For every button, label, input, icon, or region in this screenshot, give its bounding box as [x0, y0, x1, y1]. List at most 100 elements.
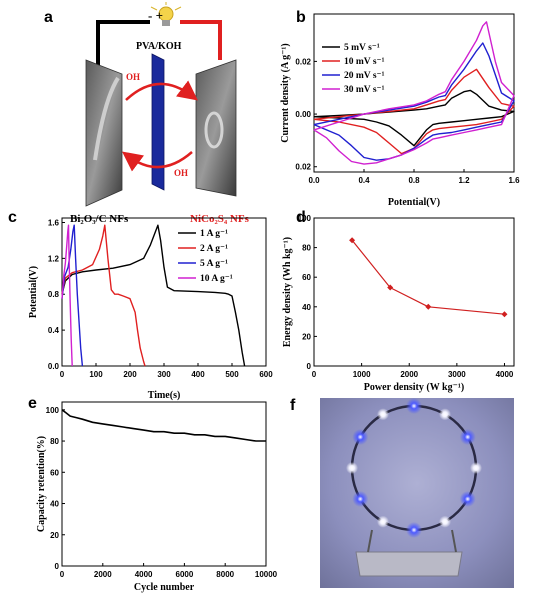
- series-line-3: [61, 224, 84, 367]
- xtick-label: 1000: [353, 370, 371, 379]
- ion-label-bottom: OH: [174, 168, 188, 178]
- anode-fiber: [93, 76, 120, 161]
- led-blue: [406, 522, 422, 538]
- panel-d: d 0 1000 2000 3000 4000 0 20 40 60 80 100 Power de…: [282, 209, 515, 393]
- data-point: [387, 284, 394, 291]
- ytick-label: 20: [50, 531, 59, 540]
- legend-label: 10 A g⁻¹: [200, 274, 233, 284]
- xlabel-c: Time(s): [148, 390, 181, 401]
- ticks-b: 0.0 0.4 0.8 1.2 1.6 0.02 0.00 0.02: [295, 57, 520, 185]
- led-lights: [346, 398, 482, 538]
- xtick-label: 600: [259, 370, 273, 379]
- led-white: [377, 408, 389, 421]
- led-white: [439, 408, 451, 421]
- series-line-4: [61, 224, 73, 367]
- xtick-label: 100: [89, 370, 103, 379]
- legend-label: 5 A g⁻¹: [200, 259, 228, 269]
- anode-label: Bi₂O₃/C NFs: [70, 213, 129, 225]
- ticks-c: 0 100 200 300 400 500 600 0.0 0.4 0.8 1.2 1.6: [48, 218, 273, 379]
- ytick-label: 0.4: [48, 326, 60, 335]
- bulb-icon: [150, 2, 182, 26]
- panel-label-b: b: [296, 9, 306, 26]
- xtick-label: 3000: [448, 370, 466, 379]
- series-line-1: [61, 224, 246, 367]
- data-point: [425, 303, 432, 310]
- series-b: [313, 21, 515, 165]
- ticks-e: 0 2000 4000 6000 8000 10000 0 20 40 60 80 100: [46, 406, 278, 579]
- panel-f: f: [290, 397, 514, 588]
- led-white: [470, 462, 482, 474]
- stand-base: [355, 551, 463, 577]
- led-blue: [459, 491, 476, 507]
- xtick-label: 4000: [135, 570, 153, 579]
- legend-label: 5 mV s⁻¹: [344, 43, 380, 53]
- ytick-label: 0.00: [295, 110, 311, 119]
- legend-b: 5 mV s⁻¹ 10 mV s⁻¹ 20 mV s⁻¹ 30 mV s⁻¹: [322, 43, 385, 95]
- ion-arrow-bottom: [121, 151, 193, 172]
- panel-label-c: c: [8, 209, 17, 226]
- xtick-label: 300: [157, 370, 171, 379]
- plot-frame-c: [61, 217, 267, 367]
- ytick-label: 100: [46, 406, 60, 415]
- ytick-label: 1.6: [48, 218, 60, 227]
- xtick-label: 8000: [216, 570, 234, 579]
- xtick-label: 0: [60, 370, 65, 379]
- led-blue: [352, 491, 369, 507]
- plot-frame-e: [61, 401, 267, 567]
- panel-e: e 0 2000 4000 6000 8000 10000 0 20 40 60 80 100 Cyc…: [28, 395, 278, 593]
- xtick-label: 10000: [255, 570, 278, 579]
- series-e: [61, 409, 266, 442]
- xtick-label: 400: [191, 370, 205, 379]
- cathode-fiber: [204, 111, 224, 149]
- ytick-label: 40: [50, 500, 59, 509]
- legend-label: 1 A g⁻¹: [200, 229, 228, 239]
- legend-label: 10 mV s⁻¹: [344, 57, 385, 67]
- ytick-label: 20: [302, 332, 311, 341]
- xtick-label: 6000: [176, 570, 194, 579]
- panel-a: a - + PVA/KOH OH OH Bi₂O₃/C NFs NiCo₂S₄ …: [44, 2, 250, 225]
- wire-red: [180, 20, 222, 60]
- ytick-label: 0.8: [48, 290, 60, 299]
- ticks-d: 0 1000 2000 3000 4000 0 20 40 60 80 100: [298, 214, 514, 379]
- separator: [151, 53, 165, 191]
- ytick-label: 0: [55, 562, 60, 571]
- xtick-label: 0.8: [408, 176, 420, 185]
- legend-label: 30 mV s⁻¹: [344, 85, 385, 95]
- series-line-2: [313, 68, 515, 155]
- xlabel-d: Power density (W kg⁻¹): [364, 382, 464, 393]
- xtick-label: 500: [225, 370, 239, 379]
- ylabel-b: Current density (A g⁻¹): [280, 43, 291, 142]
- ytick-label: 0.0: [48, 362, 60, 371]
- ion-label-top: OH: [126, 72, 140, 82]
- legend-c: 1 A g⁻¹ 2 A g⁻¹ 5 A g⁻¹ 10 A g⁻¹: [178, 229, 233, 284]
- ytick-label: 80: [302, 244, 311, 253]
- panel-label-e: e: [28, 395, 37, 412]
- xtick-label: 4000: [496, 370, 514, 379]
- xtick-label: 2000: [400, 370, 418, 379]
- led-blue: [459, 429, 476, 445]
- electrolyte-label: PVA/KOH: [136, 41, 182, 52]
- panel-c: c 0 100 200 300 400 500 600 0.0 0.4 0.8 1.2 1.6 1 A…: [8, 209, 273, 401]
- series-line-2: [61, 224, 146, 367]
- cathode-label: NiCo₂S₄ NFs: [190, 213, 250, 225]
- ytick-label: 100: [298, 214, 312, 223]
- xtick-label: 0.4: [358, 176, 370, 185]
- legend-label: 2 A g⁻¹: [200, 244, 228, 254]
- series-line-1: [351, 239, 505, 315]
- series-line-4: [313, 21, 515, 165]
- ytick-label: 60: [302, 273, 311, 282]
- xtick-label: 0: [60, 570, 65, 579]
- panel-b: b 0.0 0.4 0.8 1.2 1.6 0.02 0.00 0.02 5 mV s⁻¹ 10…: [280, 9, 520, 208]
- led-white: [377, 515, 389, 528]
- ytick-label: 60: [50, 468, 59, 477]
- xlabel-b: Potential(V): [388, 197, 440, 208]
- ytick-label: 0.02: [295, 57, 311, 66]
- ytick-label: 40: [302, 303, 311, 312]
- ylabel-e: Capacity retention(%): [36, 436, 47, 532]
- led-blue: [352, 429, 369, 445]
- legend-label: 20 mV s⁻¹: [344, 71, 385, 81]
- xtick-label: 200: [123, 370, 137, 379]
- panel-label-a: a: [44, 9, 53, 26]
- stand-legs: [367, 529, 457, 553]
